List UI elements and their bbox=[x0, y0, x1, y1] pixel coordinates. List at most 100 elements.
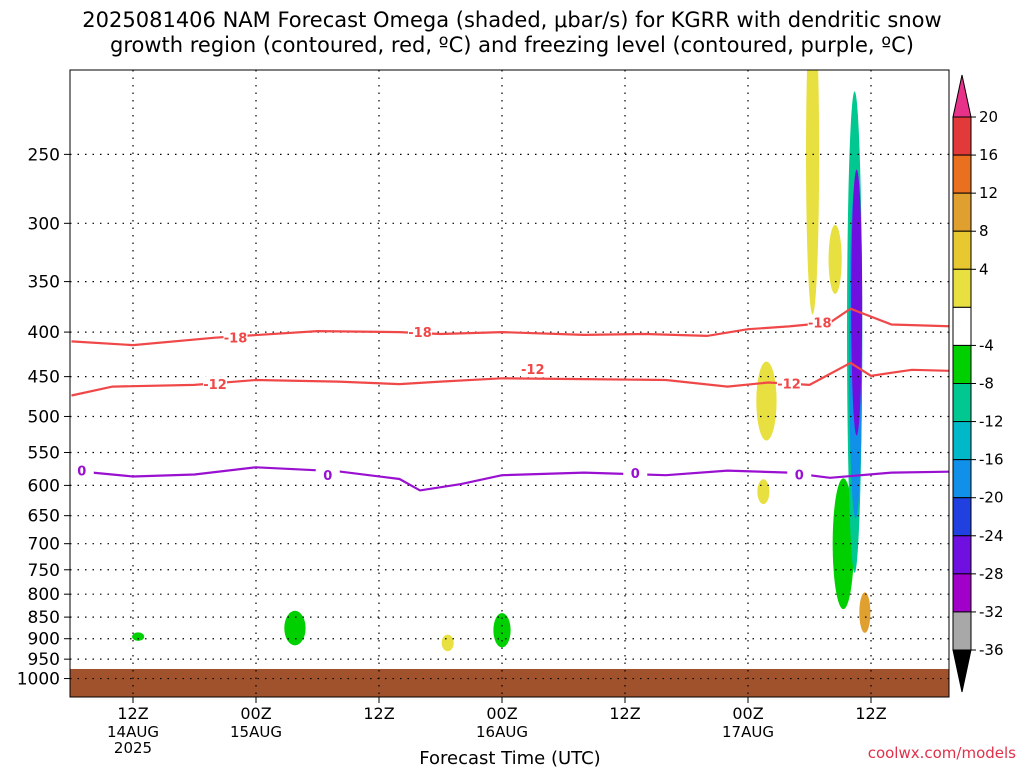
colorbar-box bbox=[952, 230, 972, 270]
x-axis-label: Forecast Time (UTC) bbox=[419, 748, 600, 768]
x-tick-sublabel: 2025 bbox=[114, 739, 152, 757]
y-tick-label: 500 bbox=[28, 407, 60, 427]
colorbar-box bbox=[952, 611, 972, 651]
contour-label-bg bbox=[807, 314, 832, 331]
colorbar-label: -16 bbox=[979, 451, 1004, 469]
x-tick-label: 12Z bbox=[363, 704, 394, 723]
credit-link[interactable]: coolwx.com/models bbox=[867, 744, 1016, 762]
x-tick-sublabel: 16AUG bbox=[476, 723, 528, 741]
colorbar-box bbox=[952, 116, 972, 156]
colorbar-box bbox=[952, 383, 972, 423]
contour-label: -18 bbox=[808, 317, 832, 332]
y-tick-label: 950 bbox=[28, 650, 60, 670]
colorbar-box bbox=[952, 306, 972, 346]
colorbar-box bbox=[952, 459, 972, 499]
colorbar-top-arrow bbox=[952, 74, 972, 118]
contour-label-bg bbox=[203, 376, 227, 393]
x-tick-label: 12Z bbox=[609, 704, 640, 723]
omega-region bbox=[441, 634, 454, 652]
contour-label-bg bbox=[623, 465, 648, 482]
colorbar-box bbox=[952, 268, 972, 308]
colorbar-label: 16 bbox=[979, 146, 998, 164]
plot-frame bbox=[69, 69, 950, 698]
colorbar-label: 4 bbox=[979, 260, 989, 278]
y-tick-label: 300 bbox=[28, 214, 60, 234]
colorbar-box bbox=[952, 497, 972, 537]
contour-label: -12 bbox=[203, 378, 227, 393]
x-tick-sublabel: 15AUG bbox=[230, 723, 282, 741]
y-tick-label: 250 bbox=[28, 145, 60, 165]
y-tick-label: 650 bbox=[28, 507, 60, 527]
contour-lines: -18 -18 -18 -12 -12 -12 0 0 0 0 bbox=[70, 307, 949, 492]
contour-label-bg bbox=[520, 360, 545, 377]
y-tick-label: 900 bbox=[28, 630, 60, 650]
omega-region bbox=[851, 169, 863, 436]
y-tick-label: 850 bbox=[28, 608, 60, 628]
y-tick-label: 800 bbox=[28, 585, 60, 605]
contour-label: 0 bbox=[77, 465, 86, 480]
contour-label: -18 bbox=[224, 332, 248, 347]
colorbar-label: -24 bbox=[979, 527, 1004, 545]
contour-label: -18 bbox=[408, 326, 432, 341]
y-tick-label: 600 bbox=[28, 476, 60, 496]
colorbar-label: -28 bbox=[979, 565, 1004, 583]
contour-label: -12 bbox=[777, 377, 801, 392]
contour-label: 0 bbox=[795, 469, 804, 484]
colorbar-label: -36 bbox=[979, 641, 1004, 659]
colorbar-label: 20 bbox=[979, 108, 998, 126]
contour-label-bg bbox=[70, 462, 94, 479]
contour-label-bg bbox=[408, 324, 432, 341]
colorbar-label: -12 bbox=[979, 413, 1004, 431]
surface-fill bbox=[70, 668, 949, 697]
colorbar-label: -8 bbox=[979, 375, 994, 393]
omega-region bbox=[284, 610, 306, 646]
chart-title-line-1: 2025081406 NAM Forecast Omega (shaded, μ… bbox=[82, 8, 942, 32]
omega-region bbox=[757, 479, 770, 505]
colorbar-box bbox=[952, 154, 972, 194]
y-tick-label: 550 bbox=[28, 444, 60, 464]
chart-title-line-2: growth region (contoured, red, ºC) and f… bbox=[110, 33, 914, 57]
colorbar-label: 8 bbox=[979, 222, 989, 240]
colorbar-label: -32 bbox=[979, 603, 1004, 621]
colorbar: 20 16 12 8 4 -4 -8 -12 -16 -20 -24 -28 -32 -36 bbox=[952, 74, 1004, 693]
x-tick-label: 00Z bbox=[732, 704, 763, 723]
dgz-contour bbox=[71, 361, 949, 397]
y-tick-label: 400 bbox=[28, 323, 60, 343]
omega-region bbox=[828, 224, 842, 294]
contour-label-bg bbox=[777, 375, 801, 392]
contour-label: -12 bbox=[521, 363, 545, 378]
colorbar-box bbox=[952, 535, 972, 575]
colorbar-bottom-arrow bbox=[952, 649, 972, 693]
surface-terrain bbox=[70, 668, 949, 697]
colorbar-box bbox=[952, 573, 972, 613]
y-axis-ticks: 2503003504004505005506006507007508008509… bbox=[17, 145, 70, 690]
colorbar-label: -20 bbox=[979, 489, 1004, 507]
colorbar-box bbox=[952, 192, 972, 232]
x-tick-sublabel: 17AUG bbox=[722, 723, 774, 741]
omega-region bbox=[132, 632, 145, 641]
x-tick-sublabel: 14AUG bbox=[107, 723, 159, 741]
colorbar-label: 12 bbox=[979, 184, 998, 202]
omega-shading bbox=[132, 70, 871, 652]
x-tick-label: 00Z bbox=[486, 704, 517, 723]
y-tick-label: 450 bbox=[28, 368, 60, 388]
colorbar-label: -4 bbox=[979, 336, 994, 354]
y-tick-label: 350 bbox=[28, 273, 60, 293]
colorbar-box bbox=[952, 421, 972, 461]
omega-region bbox=[859, 592, 871, 633]
omega-region bbox=[756, 361, 777, 441]
y-tick-label: 700 bbox=[28, 535, 60, 555]
y-tick-label: 1000 bbox=[17, 670, 60, 690]
omega-region bbox=[806, 70, 820, 315]
contour-label-bg bbox=[315, 467, 340, 484]
y-tick-label: 750 bbox=[28, 561, 60, 581]
colorbar-box bbox=[952, 344, 972, 384]
contour-label-bg bbox=[223, 329, 248, 346]
contour-label: 0 bbox=[631, 467, 640, 482]
contour-label-bg bbox=[787, 466, 812, 483]
x-tick-label: 12Z bbox=[117, 704, 148, 723]
dgz-contour bbox=[71, 307, 949, 347]
contour-label: 0 bbox=[323, 469, 332, 484]
